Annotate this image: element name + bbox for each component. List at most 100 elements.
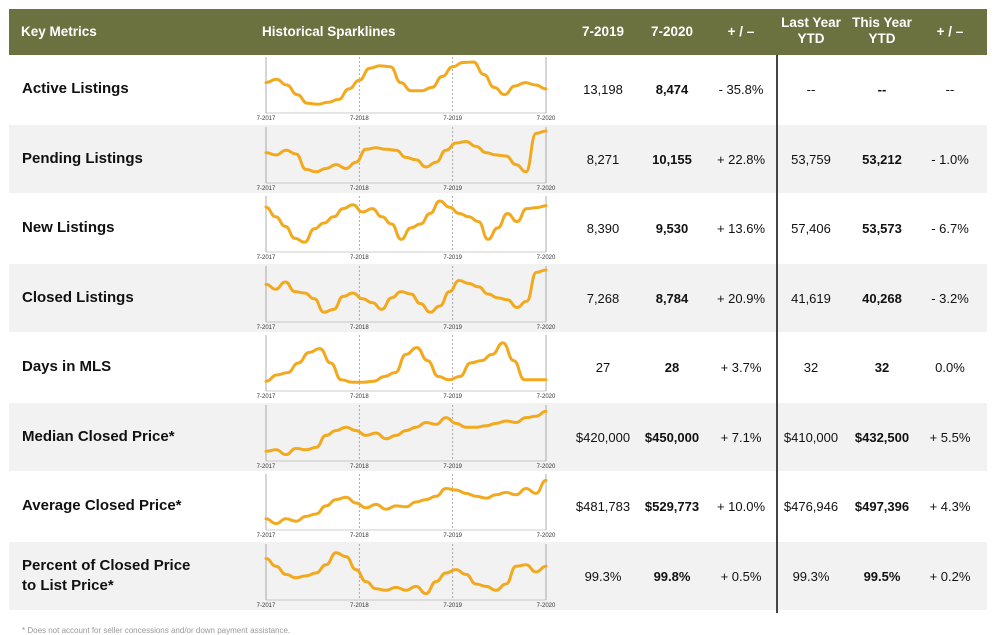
value-7-2020: 8,784 (655, 290, 689, 306)
value-7-2019: 8,271 (586, 151, 620, 167)
sparkline-axis-label: 7-2018 (350, 325, 369, 331)
metric-label: Days in MLS (22, 357, 111, 377)
metric-label-line1: New Listings (22, 219, 115, 236)
value-ytd-change: -- (945, 82, 955, 97)
value-last-year-ytd: $476,946 (783, 499, 839, 514)
sparkline-axis-label: 7-2019 (443, 116, 462, 122)
value-change: + 0.5% (720, 568, 762, 584)
table-row: Pending Listings 8,271 10,155 + 22.8% 53,759… (9, 124, 987, 193)
value-ytd-change: - 1.0% (931, 151, 969, 167)
metric-label-line1: Average Closed Price* (22, 497, 182, 514)
sparkline-series (264, 409, 548, 456)
table-row: Days in MLS 27 28 + 3.7% 32 32 0.0% 7-2017 7-201… (9, 333, 987, 401)
table-row: Active Listings 13,198 8,474 - 35.8% -- -- -- 7… (9, 55, 987, 123)
sparkline-series (264, 60, 548, 106)
value-ytd-change: + 0.2% (929, 568, 971, 584)
value-ytd-change: - 3.2% (931, 290, 969, 306)
sparkline-axis-label: 7-2019 (443, 186, 462, 192)
metric-label: Average Closed Price* (22, 496, 182, 516)
sparkline-axis-label: 7-2017 (257, 186, 276, 192)
sparkline-axis-label: 7-2019 (443, 394, 462, 400)
sparkline-axis-label: 7-2019 (443, 464, 462, 470)
sparkline-chart: 7-2017 7-2018 7-2019 7-2020 (257, 265, 556, 331)
metric-label-line1: Pending Listings (22, 149, 143, 167)
sparkline-axis-label: 7-2020 (537, 186, 556, 192)
sparkline-axis-label: 7-2020 (537, 394, 556, 400)
ytd-divider (776, 55, 778, 613)
metric-label-line1: Active Listings (22, 80, 129, 97)
sparkline-axis-label: 7-2020 (537, 464, 556, 470)
sparkline-chart: 7-2017 7-2018 7-2019 7-2020 (257, 335, 556, 400)
sparkline-axis-label: 7-2018 (350, 533, 369, 539)
metric-label: New Listings (22, 218, 115, 238)
metric-label: Percent of Closed Price to List Price* (22, 556, 190, 596)
sparkline-axis-label: 7-2019 (443, 603, 462, 609)
value-last-year-ytd: 41,619 (791, 290, 831, 306)
value-7-2020: 28 (664, 360, 680, 375)
header-last-year-ytd: Last Year YTD (776, 15, 846, 47)
header-this-year-line1: This Year (852, 15, 912, 30)
value-this-year-ytd: 53,573 (862, 221, 902, 236)
sparkline-axis-label: 7-2017 (257, 464, 276, 470)
header-this-year-line2: YTD (868, 31, 896, 46)
sparkline-chart: 7-2017 7-2018 7-2019 7-2020 (257, 404, 556, 470)
header-sparklines: Historical Sparklines (262, 24, 396, 39)
sparkline-series (264, 478, 548, 526)
header-ytd-change: + / – (936, 24, 964, 39)
sparkline-axis-label: 7-2020 (537, 325, 556, 331)
value-this-year-ytd: 53,212 (862, 151, 902, 167)
sparkline-axis-label: 7-2017 (257, 533, 276, 539)
value-7-2019: $481,783 (575, 499, 631, 514)
sparkline-axis-label: 7-2020 (537, 533, 556, 539)
value-7-2019: 13,198 (583, 82, 623, 97)
value-ytd-change: + 5.5% (929, 429, 971, 445)
sparkline-series (264, 199, 548, 244)
sparkline-series (264, 341, 548, 384)
value-change: + 22.8% (716, 151, 766, 167)
sparkline-axis-label: 7-2019 (443, 325, 462, 331)
sparkline-axis-label: 7-2017 (257, 116, 276, 122)
value-7-2019: $420,000 (575, 429, 631, 445)
value-last-year-ytd: 99.3% (792, 568, 830, 584)
sparkline-axis-label: 7-2020 (537, 116, 556, 122)
sparkline-chart: 7-2017 7-2018 7-2019 7-2020 (257, 543, 556, 609)
metric-label-line1: Days in MLS (22, 358, 112, 375)
table-row: Average Closed Price* $481,783 $529,773 + 1… (9, 472, 987, 540)
table-row: Percent of Closed Price to List Price* 99.… (9, 541, 987, 610)
value-ytd-change: - 6.7% (931, 221, 969, 236)
sparkline-axis-label: 7-2019 (443, 533, 462, 539)
metric-label-line1: Median Closed Price* (22, 427, 175, 445)
metric-label: Median Closed Price* (22, 427, 175, 447)
sparkline-axis-label: 7-2020 (537, 255, 556, 261)
sparkline-axis-label: 7-2018 (350, 186, 369, 192)
value-this-year-ytd: -- (877, 82, 887, 97)
sparkline-axis-label: 7-2017 (257, 603, 276, 609)
value-7-2020: 9,530 (655, 221, 689, 236)
header-change: + / – (727, 24, 755, 39)
value-7-2020: 8,474 (655, 82, 689, 97)
sparkline-axis-label: 7-2017 (257, 325, 276, 331)
sparkline-axis-label: 7-2017 (257, 394, 276, 400)
sparkline-axis-label: 7-2018 (350, 116, 369, 122)
value-last-year-ytd: 57,406 (791, 221, 831, 236)
value-this-year-ytd: 40,268 (862, 290, 902, 306)
sparkline-series (264, 129, 548, 173)
sparkline-axis-label: 7-2018 (350, 464, 369, 470)
sparkline-axis-label: 7-2018 (350, 603, 369, 609)
value-change: + 10.0% (716, 499, 766, 514)
value-ytd-change: + 4.3% (929, 499, 971, 514)
sparkline-chart: 7-2017 7-2018 7-2019 7-2020 (257, 196, 556, 261)
value-this-year-ytd: 99.5% (863, 568, 901, 584)
header-last-year-line1: Last Year (781, 15, 841, 30)
value-ytd-change: 0.0% (935, 360, 965, 375)
value-last-year-ytd: 53,759 (791, 151, 831, 167)
value-7-2020: 99.8% (653, 568, 691, 584)
sparkline-axis-label: 7-2018 (350, 255, 369, 261)
sparkline-axis-label: 7-2020 (537, 603, 556, 609)
header-7-2020: 7-2020 (650, 24, 694, 39)
header-key-metrics: Key Metrics (21, 24, 97, 39)
value-change: + 3.7% (720, 360, 762, 375)
metric-label: Pending Listings (22, 149, 143, 169)
value-last-year-ytd: -- (806, 82, 816, 97)
value-change: + 7.1% (720, 429, 762, 445)
